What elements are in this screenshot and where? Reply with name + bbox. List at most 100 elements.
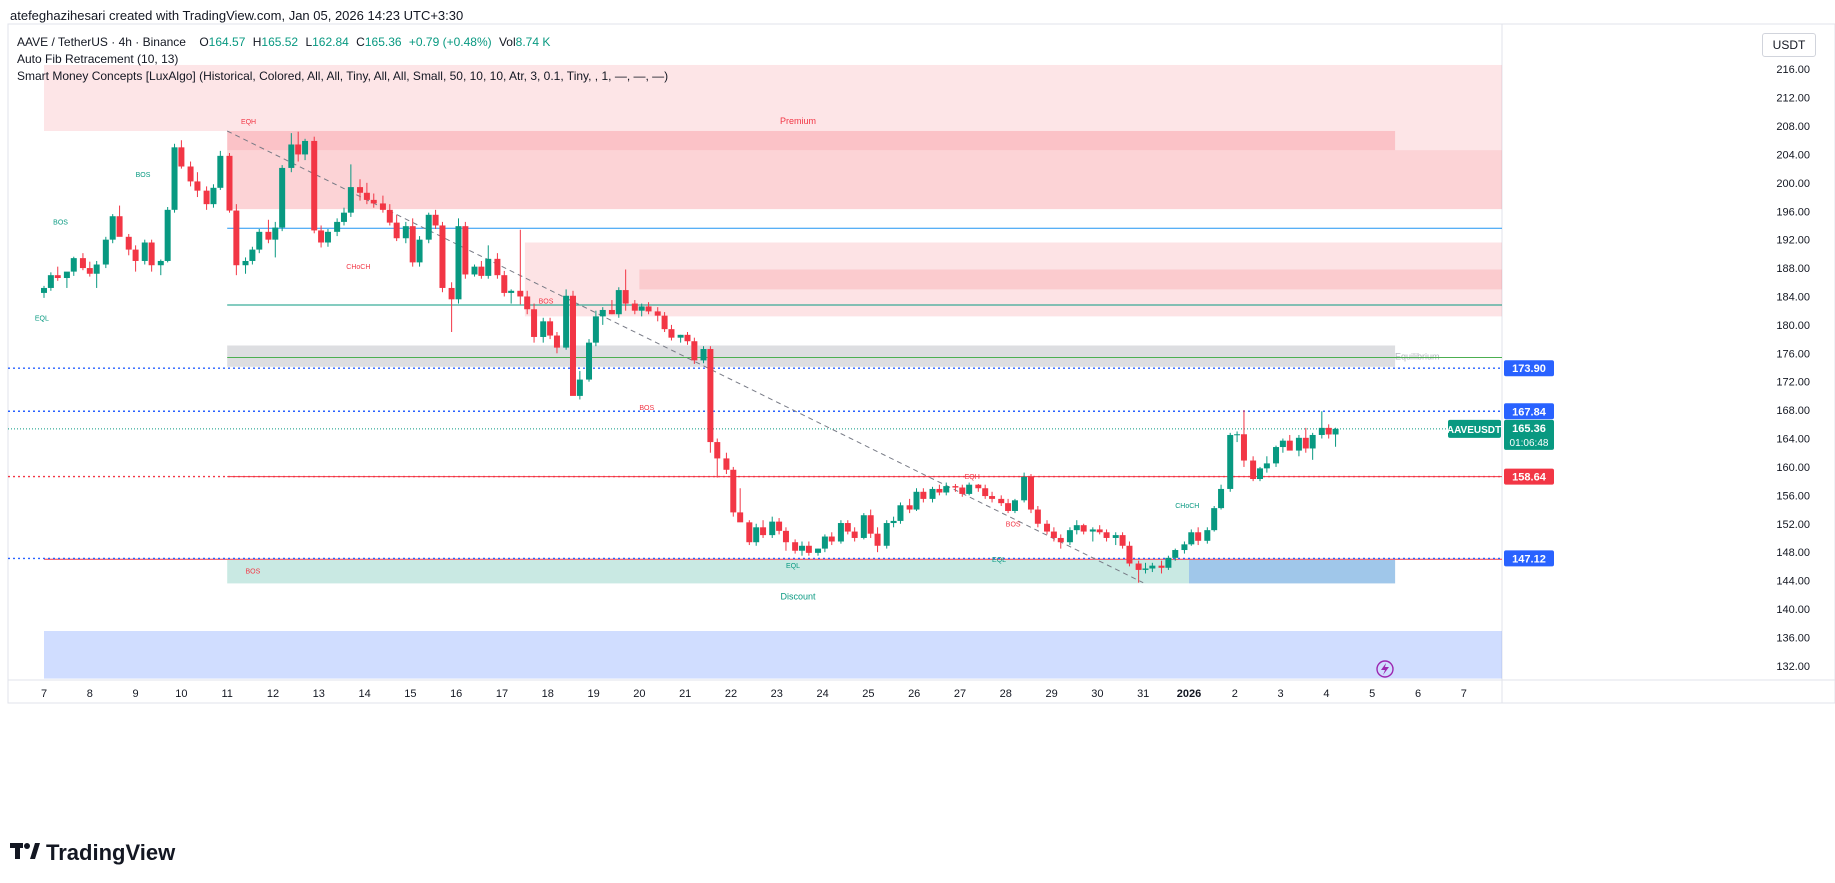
- symbol-title[interactable]: AAVE / TetherUS · 4h · Binance: [17, 35, 186, 49]
- candle-body: [226, 155, 233, 211]
- price-label-text: 173.90: [1512, 363, 1546, 375]
- footer-brand[interactable]: TradingView: [10, 840, 175, 866]
- candle-body: [109, 216, 116, 240]
- candle-body: [576, 379, 583, 396]
- x-tick-label: 6: [1415, 688, 1421, 700]
- candle-body: [746, 522, 753, 543]
- x-tick-label: 18: [542, 688, 554, 700]
- candle-body: [1103, 532, 1110, 538]
- candle-body: [187, 166, 194, 182]
- brand-name: TradingView: [46, 840, 176, 865]
- y-tick-label: 136.00: [1776, 632, 1810, 644]
- indicator-fib[interactable]: Auto Fib Retracement (10, 13): [17, 52, 179, 66]
- indicator-smc[interactable]: Smart Money Concepts [LuxAlgo] (Historic…: [17, 69, 669, 83]
- candle-body: [668, 329, 675, 338]
- x-tick-label: 14: [358, 688, 370, 700]
- currency-button[interactable]: USDT: [1762, 33, 1816, 57]
- y-tick-label: 144.00: [1776, 576, 1810, 588]
- candle-body: [1286, 440, 1293, 451]
- candle-body: [540, 321, 547, 337]
- lightning-bolt: [1381, 663, 1389, 675]
- high-value: 165.52: [261, 35, 299, 49]
- candle-body: [906, 505, 913, 510]
- candle-body: [318, 230, 325, 243]
- time-axis: 7 8 9 10 11 12 13 14 15 16 17 18 19 20 21 22 23 24 25 26 27 2…: [41, 688, 1467, 700]
- price-label-box: [1504, 550, 1554, 567]
- y-tick-label: 212.00: [1776, 93, 1810, 105]
- candle-body: [975, 484, 982, 489]
- candle-body: [379, 203, 386, 210]
- candle-body: [638, 306, 645, 311]
- candle-body: [1325, 427, 1332, 435]
- candle-body: [402, 226, 409, 239]
- structure-label: BOS: [639, 405, 654, 412]
- legend: AAVE / TetherUS · 4h · Binance O164.57 H…: [17, 34, 668, 85]
- symbol-tag-text: AAVEUSDT: [1447, 425, 1501, 436]
- candle-body: [386, 209, 393, 223]
- candle-body: [524, 296, 531, 310]
- candle-body: [851, 531, 858, 538]
- zone-box: [227, 130, 1396, 151]
- candle-body: [805, 545, 812, 553]
- last-price-box: [1504, 419, 1554, 450]
- legend-ohlc[interactable]: AAVE / TetherUS · 4h · Binance O164.57 H…: [17, 34, 668, 51]
- candle-body: [217, 155, 224, 188]
- candle-body: [1021, 476, 1028, 501]
- close-value: 165.36: [364, 35, 402, 49]
- candle-body: [821, 536, 828, 549]
- candle-body: [47, 275, 54, 288]
- chart-frame: [7, 23, 1835, 704]
- candle-body: [256, 231, 263, 250]
- candle-body: [1057, 537, 1064, 543]
- candle-body: [1195, 532, 1202, 541]
- low-label: L: [305, 35, 313, 49]
- candle-body: [691, 341, 698, 361]
- candle-body: [409, 226, 416, 263]
- candle-body: [455, 226, 462, 300]
- candle-body: [874, 533, 881, 546]
- candle-body: [837, 523, 844, 542]
- candle-body: [93, 264, 100, 274]
- zone-box: [227, 150, 1503, 210]
- price-label-text: 158.64: [1512, 472, 1547, 484]
- smc-zones: Premium Equilibrium Discount: [7, 23, 1835, 704]
- candle-body: [622, 290, 629, 304]
- candle-body: [782, 530, 789, 543]
- candle-body: [599, 309, 606, 317]
- candle-body: [828, 536, 835, 542]
- y-tick-label: 180.00: [1776, 320, 1810, 332]
- candle-body: [41, 287, 47, 293]
- candle-body: [141, 242, 148, 261]
- candle-body: [70, 258, 77, 272]
- y-tick-label: 168.00: [1776, 405, 1810, 417]
- candle-body: [1273, 447, 1280, 464]
- candle-body: [936, 488, 943, 493]
- candle-body: [416, 239, 423, 263]
- tradingview-logo-icon: [10, 842, 40, 865]
- high-label: H: [252, 35, 262, 49]
- candle-body: [478, 266, 485, 276]
- x-tick-label: 8: [87, 688, 93, 700]
- candle-body: [357, 187, 364, 193]
- candle-body: [943, 486, 950, 493]
- x-tick-label: 26: [908, 688, 920, 700]
- zone-box: [44, 630, 1502, 679]
- candle-body: [867, 515, 874, 534]
- candle-body: [569, 295, 576, 396]
- zone-box: [1395, 130, 1502, 151]
- x-tick-label: 30: [1091, 688, 1103, 700]
- candle-body: [448, 287, 455, 300]
- price-labels: 173.90 167.84 158.64 147.12 165.36 01:06:48 AA…: [1447, 360, 1554, 567]
- candle-body: [370, 199, 377, 204]
- volume-value: 8.74 K: [515, 35, 551, 49]
- candle-body: [265, 231, 272, 240]
- candle-body: [890, 520, 897, 524]
- y-tick-label: 156.00: [1776, 490, 1810, 502]
- candle-body: [194, 181, 201, 191]
- candle-body: [989, 496, 996, 499]
- candle-body: [753, 527, 760, 543]
- candle-body: [737, 512, 744, 523]
- candle-body: [563, 295, 570, 348]
- candle-body: [242, 260, 249, 266]
